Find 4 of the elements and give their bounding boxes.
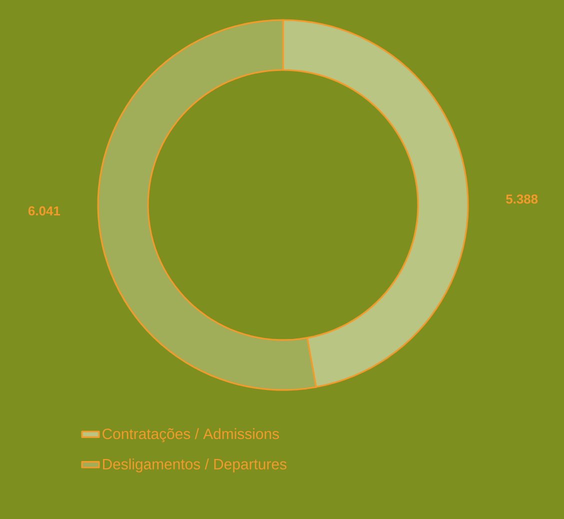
data-label: 6.041: [28, 206, 60, 216]
legend-label: Contratações / Admissions: [102, 428, 279, 442]
data-label: 5.388: [506, 194, 538, 204]
legend-label: Desligamentos / Departures: [103, 458, 286, 472]
